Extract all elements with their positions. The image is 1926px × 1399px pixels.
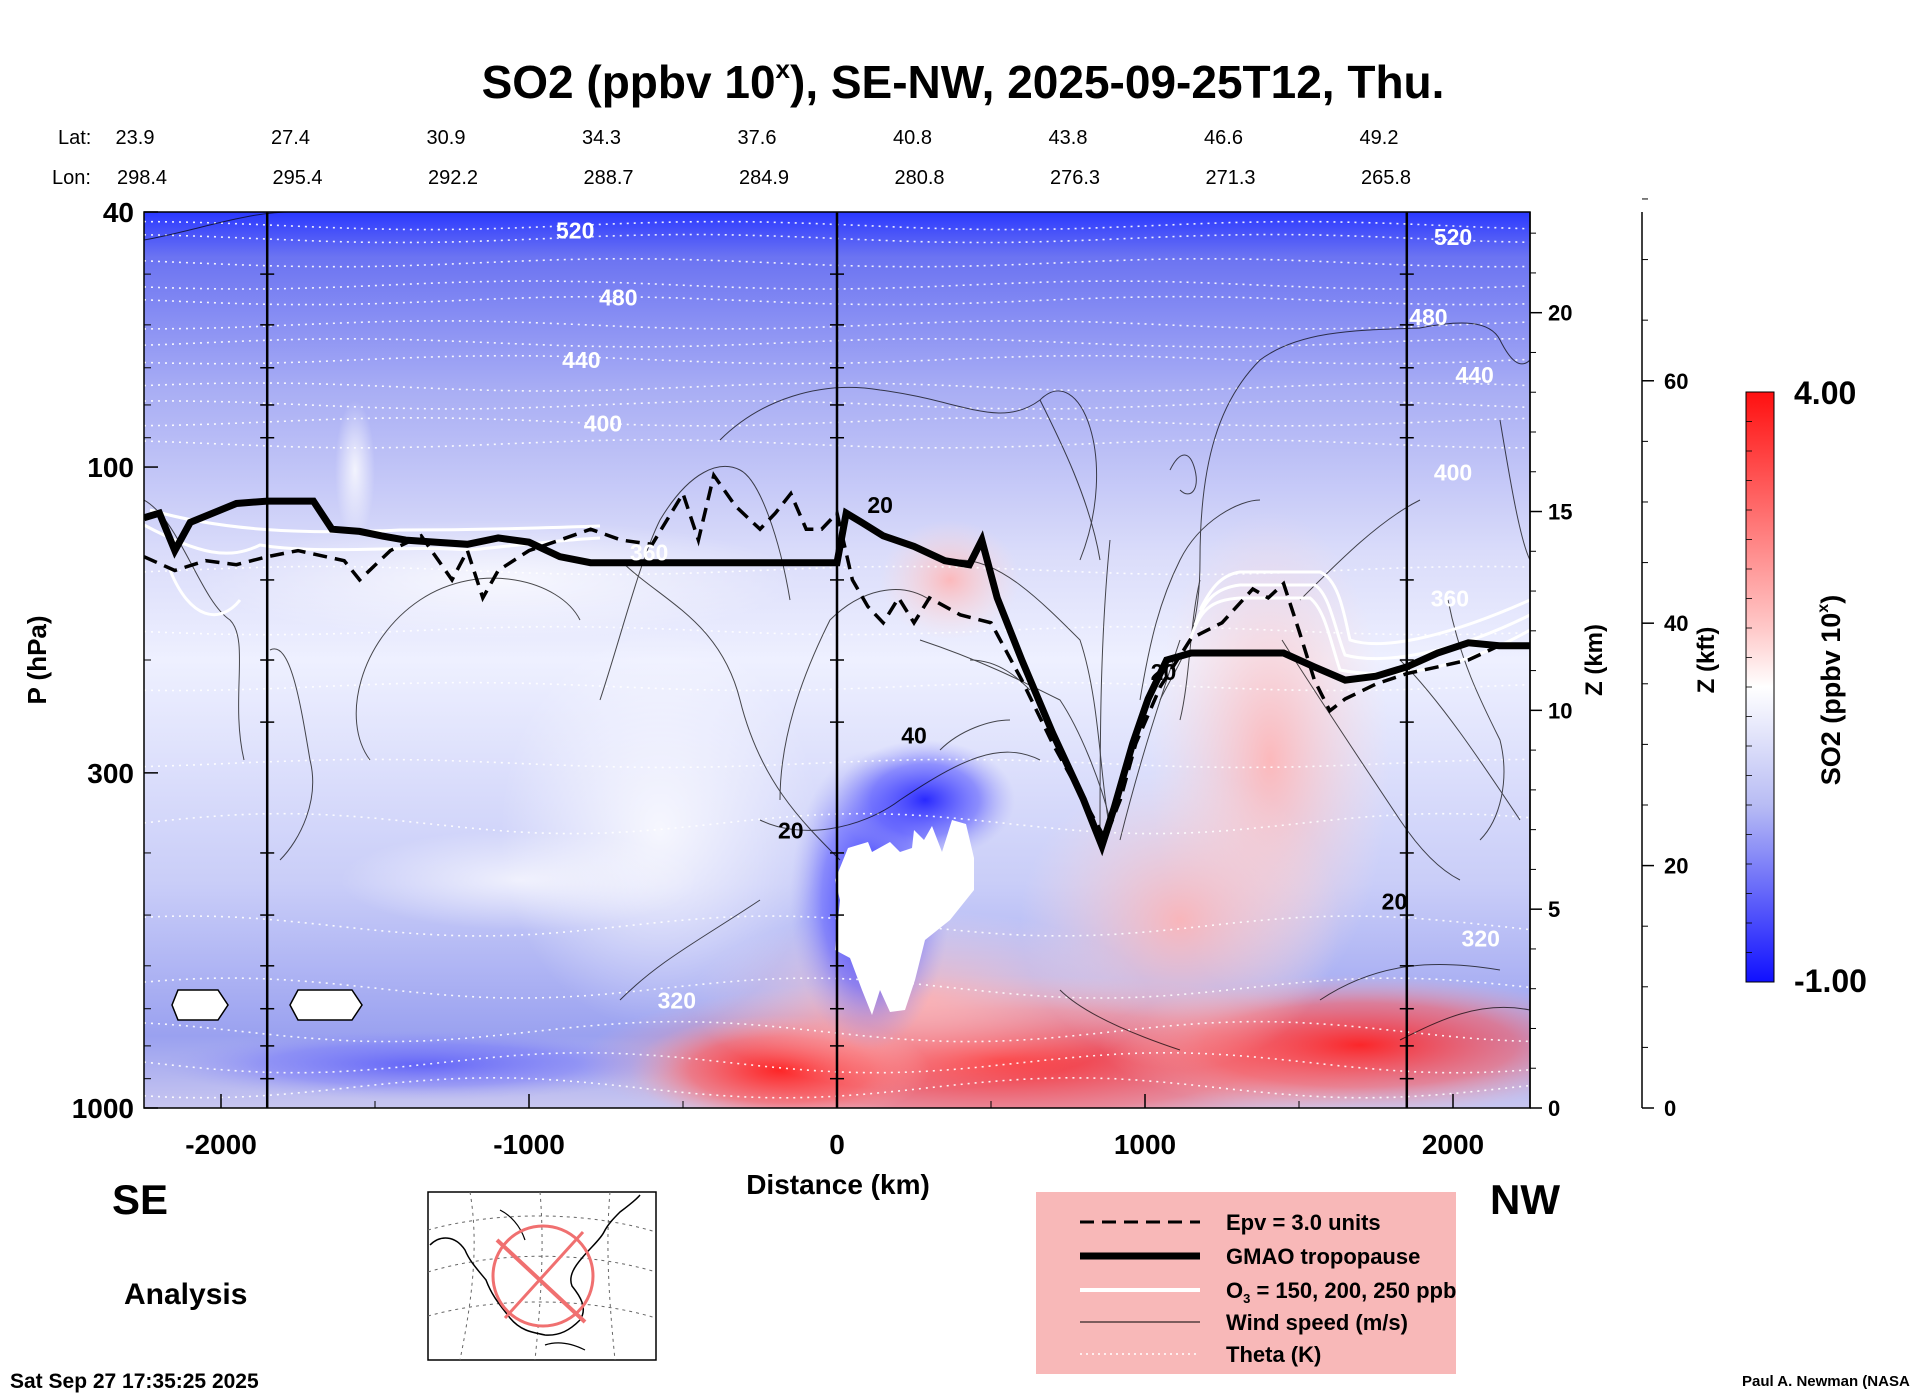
x-tick-label: 1000 — [1114, 1129, 1176, 1160]
contour-label: 20 — [778, 818, 804, 844]
inset-map — [427, 1191, 657, 1361]
colorbar-label: SO2 (ppbv 10x) — [1815, 595, 1846, 785]
theta-contour-line — [144, 1020, 1530, 1043]
lat-lon-row: 23.9 27.4 30.9 34.3 37.6 40.8 43.8 46.6 49.2 298.… — [116, 127, 1412, 189]
chart-title: SO2 (ppbv 10x), SE-NW, 2025-09-25T12, Th… — [482, 54, 1445, 108]
lat-value: 43.8 — [1049, 127, 1088, 149]
credit: Paul A. Newman (NASA — [1742, 1373, 1910, 1390]
legend-theta-label: Theta (K) — [1226, 1342, 1321, 1367]
z-km-axis-label: Z (km) — [1581, 624, 1608, 696]
contour-label: 440 — [562, 347, 600, 373]
contour-label: 20 — [867, 492, 893, 518]
legend-tropopause-label: GMAO tropopause — [1226, 1244, 1420, 1269]
contour-label: 40 — [901, 723, 927, 749]
contour-label: 360 — [630, 540, 668, 566]
z-km-tick-label: 15 — [1548, 500, 1572, 525]
theta-contour-line — [144, 812, 1530, 835]
lon-value: 271.3 — [1205, 167, 1255, 189]
y-axis-pressure: 40 100 300 1000 — [72, 197, 158, 1124]
timestamp: Sat Sep 27 17:35:25 2025 — [10, 1370, 259, 1393]
legend: Epv = 3.0 units GMAO tropopause O3 = 150… — [1036, 1192, 1456, 1374]
colorbar-ticks — [1746, 421, 1752, 953]
contour-label: 320 — [658, 988, 696, 1014]
z-km-axis: 0 5 10 15 20 — [1529, 212, 1572, 1121]
lat-value: 34.3 — [582, 127, 621, 149]
x-tick-label: 0 — [829, 1129, 845, 1160]
z-kft-tick-label: 40 — [1664, 611, 1688, 636]
se-label: SE — [112, 1176, 168, 1223]
z-km-tick-label: 5 — [1548, 897, 1560, 922]
legend-o3-label: O3 = 150, 200, 250 ppb — [1226, 1278, 1456, 1306]
z-km-tick-label: 10 — [1548, 698, 1572, 723]
z-kft-tick-label: 20 — [1664, 854, 1688, 879]
lat-label: Lat: — [58, 127, 91, 149]
contour-label: 360 — [1431, 585, 1469, 611]
lon-value: 292.2 — [428, 167, 478, 189]
lon-value: 288.7 — [583, 167, 633, 189]
plot-area: 520 480 440 400 520 480 440 400 360 320 320 360 20 40… — [144, 212, 1530, 1108]
contour-label: 320 — [1462, 926, 1500, 952]
colorbar-min-label: -1.00 — [1794, 963, 1867, 999]
lon-label: Lon: — [52, 167, 91, 189]
contour-label: 20 — [1151, 659, 1177, 685]
contour-label: 440 — [1455, 362, 1493, 388]
y-tick-label: 1000 — [72, 1093, 134, 1124]
contour-label: 480 — [1409, 304, 1447, 330]
legend-wind-label: Wind speed (m/s) — [1226, 1310, 1408, 1335]
x-tick-label: -1000 — [493, 1129, 565, 1160]
legend-epv-label: Epv = 3.0 units — [1226, 1210, 1381, 1235]
lat-value: 23.9 — [116, 127, 155, 149]
contour-label: 480 — [599, 285, 637, 311]
z-kft-tick-label: 60 — [1664, 369, 1688, 394]
x-axis: -2000 -1000 0 1000 2000 — [185, 1094, 1484, 1160]
x-axis-label: Distance (km) — [746, 1169, 930, 1200]
x-tick-label: 2000 — [1422, 1129, 1484, 1160]
x-tick-label: -2000 — [185, 1129, 257, 1160]
contour-label: 400 — [584, 410, 622, 436]
lon-value: 298.4 — [117, 167, 167, 189]
lon-value: 295.4 — [272, 167, 322, 189]
theta-contour-line — [144, 1051, 1530, 1074]
contour-labels: 520 480 440 400 520 480 440 400 360 320 320 360 20 40… — [556, 218, 1500, 1014]
z-km-tick-label: 20 — [1548, 301, 1572, 326]
lat-value: 27.4 — [271, 127, 310, 149]
lat-value: 46.6 — [1204, 127, 1243, 149]
vertical-reference-lines — [260, 212, 1414, 1108]
lat-value: 40.8 — [893, 127, 932, 149]
wind-speed-contours — [144, 212, 1530, 1051]
z-km-tick-label: 0 — [1548, 1096, 1560, 1121]
lat-value: 30.9 — [427, 127, 466, 149]
z-kft-tick-label: 0 — [1664, 1096, 1676, 1121]
contour-label: 520 — [1434, 224, 1472, 250]
lat-value: 49.2 — [1360, 127, 1399, 149]
lon-value: 265.8 — [1361, 167, 1411, 189]
nw-label: NW — [1490, 1176, 1560, 1223]
lon-value: 280.8 — [894, 167, 944, 189]
epv-3-units-line — [144, 471, 1530, 843]
lon-value: 284.9 — [739, 167, 789, 189]
y-tick-label: 40 — [103, 197, 134, 228]
lon-value: 276.3 — [1050, 167, 1100, 189]
z-kft-axis-label: Z (kft) — [1693, 627, 1720, 694]
colorbar-max-label: 4.00 — [1794, 375, 1856, 411]
contour-label: 520 — [556, 218, 594, 244]
gmao-tropopause-line — [144, 497, 1530, 857]
y-tick-label: 100 — [87, 452, 134, 483]
contour-label: 20 — [1382, 888, 1408, 914]
y-axis-label: P (hPa) — [22, 615, 52, 704]
y-tick-label: 300 — [87, 758, 134, 789]
contour-label: 400 — [1434, 460, 1472, 486]
analysis-label: Analysis — [124, 1278, 247, 1311]
z-kft-axis: 0 20 40 60 — [1641, 198, 1688, 1121]
lat-value: 37.6 — [738, 127, 777, 149]
